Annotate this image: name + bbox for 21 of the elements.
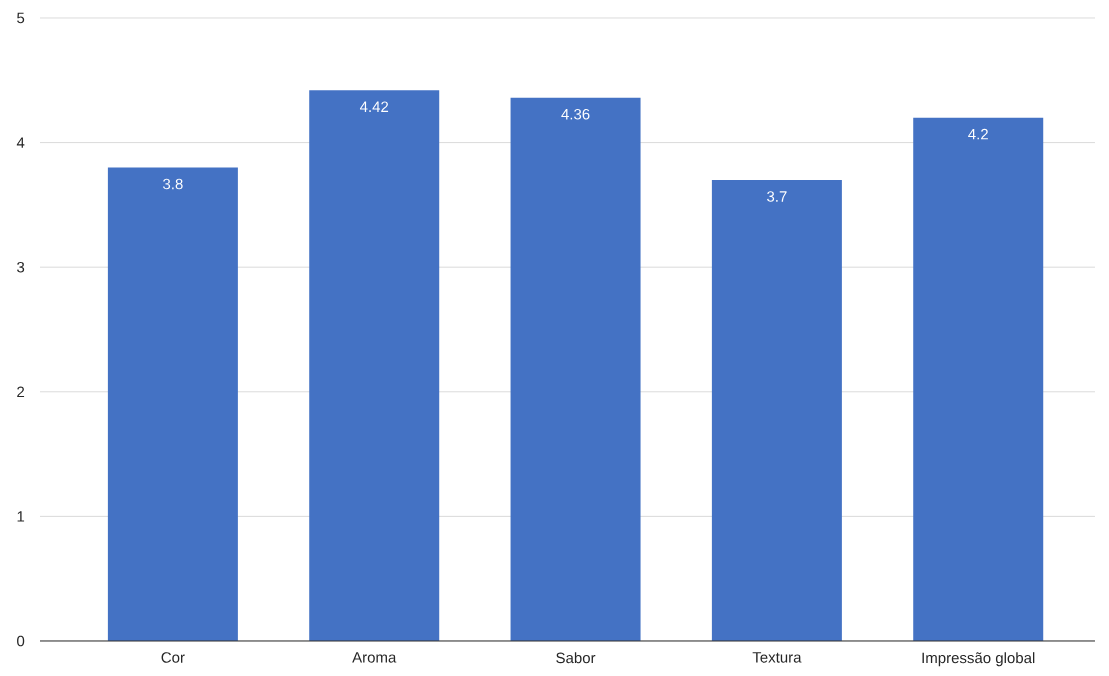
data-label: 4.2 (968, 128, 988, 140)
bar (309, 90, 440, 641)
bar (711, 179, 842, 641)
x-tick-label: Sabor (556, 652, 596, 664)
y-tick-label: 0 (17, 635, 25, 647)
bar (510, 97, 641, 641)
data-label: 3.7 (767, 191, 787, 202)
data-label: 3.8 (163, 178, 183, 190)
bar (913, 117, 1044, 641)
x-tick-label: Aroma (352, 652, 397, 663)
y-tick-label: 5 (17, 12, 25, 24)
x-tick-label: Impressão global (922, 652, 1035, 667)
data-label: 4.36 (561, 108, 590, 120)
bar (107, 167, 238, 641)
y-tick-label: 2 (17, 386, 25, 398)
data-label: 4.42 (359, 101, 389, 112)
y-tick-label: 1 (17, 511, 25, 522)
y-tick-label: 3 (17, 261, 25, 273)
x-tick-label: Cor (161, 652, 185, 663)
y-tick-label: 4 (16, 137, 25, 148)
x-tick-label: Textura (752, 652, 802, 663)
